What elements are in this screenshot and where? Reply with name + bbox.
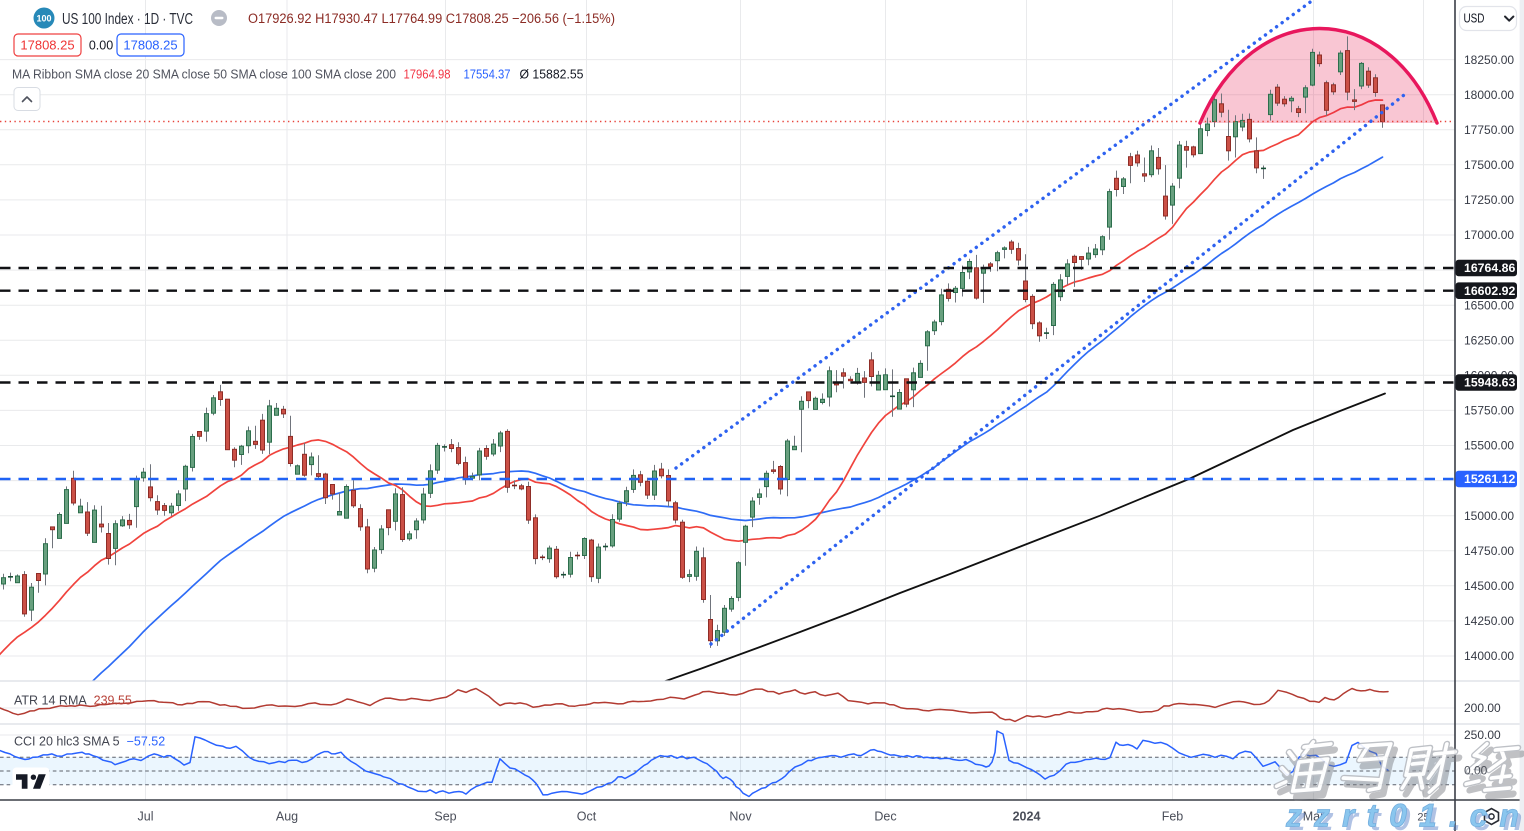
svg-text:17000.00: 17000.00: [1464, 228, 1514, 242]
svg-text:USD: USD: [1464, 11, 1485, 25]
svg-text:Ø 15882.55: Ø 15882.55: [520, 68, 584, 82]
svg-text:14250.00: 14250.00: [1464, 614, 1514, 628]
svg-text:14500.00: 14500.00: [1464, 579, 1514, 593]
svg-text:ATR 14 RMA 239.55: ATR 14 RMA 239.55: [14, 694, 132, 708]
svg-text:250.00: 250.00: [1464, 728, 1501, 742]
svg-text:Sep: Sep: [434, 810, 456, 824]
svg-text:Dec: Dec: [874, 810, 896, 824]
svg-text:O17926.92 H17930.47 L17764.99: O17926.92 H17930.47 L17764.99 C17808.25 …: [248, 11, 615, 26]
svg-text:MA Ribbon SMA close 20 SMA clo: MA Ribbon SMA close 20 SMA close 50 SMA …: [12, 68, 396, 82]
svg-text:16500.00: 16500.00: [1464, 298, 1514, 312]
svg-text:0.00: 0.00: [1464, 764, 1488, 778]
svg-text:15261.12: 15261.12: [1464, 472, 1515, 486]
svg-text:zzrt01.cn: zzrt01.cn: [1285, 798, 1524, 831]
svg-text:17964.98: 17964.98: [404, 68, 451, 82]
svg-text:Jul: Jul: [138, 810, 154, 824]
svg-text:18000.00: 18000.00: [1464, 88, 1514, 102]
svg-text:15000.00: 15000.00: [1464, 509, 1514, 523]
svg-text:14000.00: 14000.00: [1464, 649, 1514, 663]
svg-text:16602.92: 16602.92: [1464, 284, 1515, 298]
svg-text:100: 100: [36, 14, 51, 24]
svg-text:17808.25: 17808.25: [123, 38, 177, 53]
svg-text:15948.63: 15948.63: [1464, 376, 1515, 390]
svg-text:Nov: Nov: [729, 810, 752, 824]
svg-text:16764.86: 16764.86: [1464, 261, 1515, 275]
svg-text:16250.00: 16250.00: [1464, 334, 1514, 348]
svg-text:Aug: Aug: [276, 810, 298, 824]
svg-text:Feb: Feb: [1162, 810, 1184, 824]
svg-text:17808.25: 17808.25: [20, 38, 74, 53]
svg-text:US 100 Index · 1D · TVC: US 100 Index · 1D · TVC: [62, 11, 193, 28]
svg-text:17500.00: 17500.00: [1464, 158, 1514, 172]
svg-text:17554.37: 17554.37: [464, 68, 511, 82]
svg-text:17250.00: 17250.00: [1464, 193, 1514, 207]
svg-text:CCI 20 hlc3 SMA 5 −57.52: CCI 20 hlc3 SMA 5 −57.52: [14, 735, 165, 749]
svg-text:2024: 2024: [1013, 810, 1041, 824]
svg-text:25: 25: [1417, 812, 1429, 824]
svg-text:200.00: 200.00: [1464, 701, 1501, 715]
svg-text:15500.00: 15500.00: [1464, 439, 1514, 453]
svg-text:zzrt01.cn: zzrt01.cn: [1289, 801, 1524, 831]
svg-text:0.00: 0.00: [89, 39, 113, 53]
svg-text:17750.00: 17750.00: [1464, 123, 1514, 137]
svg-text:15750.00: 15750.00: [1464, 404, 1514, 418]
svg-text:14750.00: 14750.00: [1464, 544, 1514, 558]
svg-text:18250.00: 18250.00: [1464, 53, 1514, 67]
svg-text:Mar: Mar: [1303, 810, 1325, 824]
svg-text:Oct: Oct: [577, 810, 597, 824]
